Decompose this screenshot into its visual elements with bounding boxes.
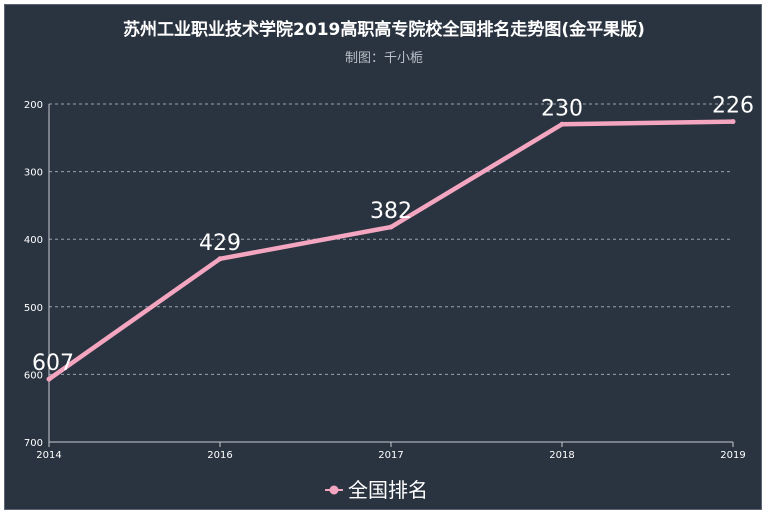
x-tick-label: 2014 <box>36 450 61 461</box>
grid-lines <box>49 103 733 375</box>
legend-dot-marker <box>329 485 339 495</box>
data-point[interactable] <box>46 376 52 382</box>
series-line-0 <box>46 119 736 382</box>
data-label: 230 <box>541 96 583 121</box>
axes <box>48 104 734 447</box>
data-label: 382 <box>370 199 412 224</box>
data-point[interactable] <box>730 119 736 125</box>
x-tick-label: 2018 <box>549 450 574 461</box>
data-point[interactable] <box>559 121 565 127</box>
data-labels: 607 429 382 230 226 <box>32 94 754 377</box>
legend-label: 全国排名 <box>348 478 428 502</box>
x-tick-label: 2017 <box>378 450 403 461</box>
y-tick-label: 600 <box>24 370 43 381</box>
y-tick-label: 500 <box>24 303 43 314</box>
x-tick-label: 2019 <box>720 450 745 461</box>
data-label: 226 <box>712 94 754 119</box>
legend[interactable]: 全国排名 <box>325 478 428 502</box>
data-point[interactable] <box>217 256 223 262</box>
data-label: 429 <box>199 231 241 256</box>
data-point[interactable] <box>388 224 394 230</box>
y-tick-label: 300 <box>24 168 43 179</box>
y-tick-label: 200 <box>24 100 43 111</box>
data-label: 607 <box>32 351 74 376</box>
y-tick-label: 400 <box>24 235 43 246</box>
chart-subtitle: 制图：千小栀 <box>345 51 423 66</box>
y-tick-label: 700 <box>24 438 43 449</box>
x-tick-label: 2016 <box>207 450 232 461</box>
chart-title: 苏州工业职业技术学院2019高职高专院校全国排名走势图(金平果版) <box>123 19 645 40</box>
chart-svg: 苏州工业职业技术学院2019高职高专院校全国排名走势图(金平果版) 制图：千小栀… <box>24 19 754 502</box>
chart-frame: 苏州工业职业技术学院2019高职高专院校全国排名走势图(金平果版) 制图：千小栀… <box>4 4 762 510</box>
series-layer <box>46 119 736 382</box>
